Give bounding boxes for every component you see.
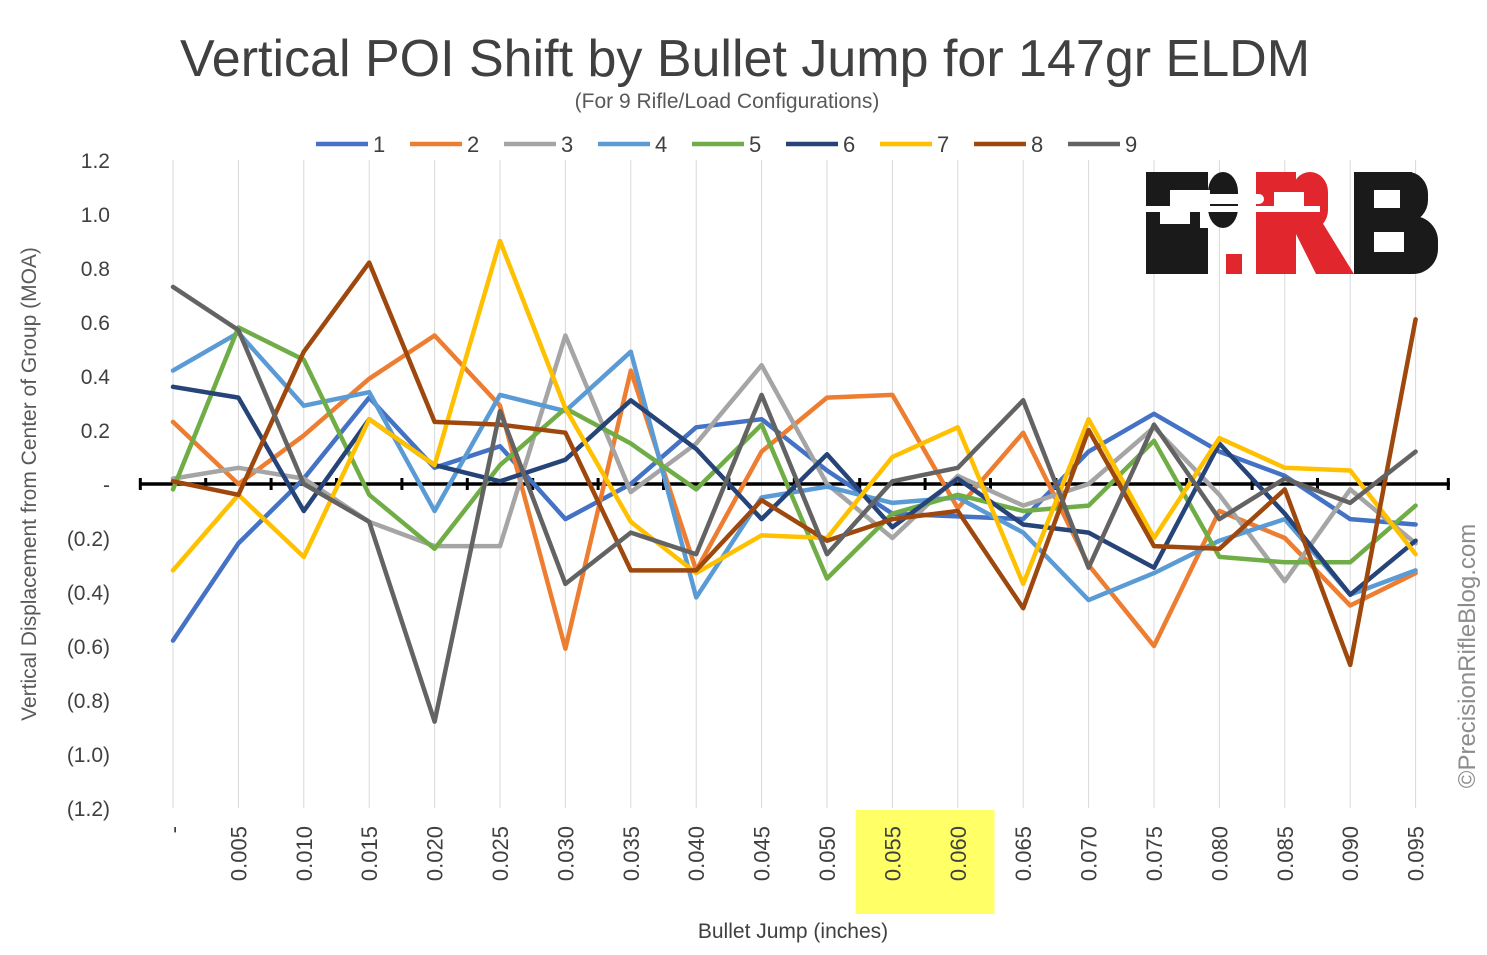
x-tick-label: 0.025 xyxy=(488,826,513,881)
legend-label-4: 4 xyxy=(655,132,667,157)
legend: 1 2 3 4 5 6 7 8 9 xyxy=(316,132,1137,157)
x-tick-label: 0.050 xyxy=(815,826,840,881)
chart-title: Vertical POI Shift by Bullet Jump for 14… xyxy=(180,30,1310,88)
x-axis-tick-labels: - 0.005 0.010 0.015 0.020 0.025 0.030 0.035 0.04… xyxy=(161,826,1429,881)
x-tick-label: - xyxy=(161,826,186,833)
y-tick-label: (1.0) xyxy=(67,744,110,767)
x-tick-label: 0.080 xyxy=(1207,826,1232,881)
y-tick-label: 1.0 xyxy=(81,204,110,227)
chart-subtitle: (For 9 Rifle/Load Configurations) xyxy=(575,90,880,113)
x-tick-label: 0.035 xyxy=(619,826,644,881)
x-tick-label: 0.040 xyxy=(684,826,709,881)
legend-label-2: 2 xyxy=(467,132,479,157)
x-tick-label: 0.020 xyxy=(423,826,448,881)
x-tick-label: 0.055 xyxy=(880,826,905,881)
x-tick-label: 0.005 xyxy=(226,826,251,881)
series-line-3 xyxy=(170,333,1418,584)
x-tick-label: 0.090 xyxy=(1338,826,1363,881)
legend-label-6: 6 xyxy=(843,132,855,157)
x-tick-label: 0.010 xyxy=(292,826,317,881)
y-tick-label: (0.4) xyxy=(67,582,110,605)
x-tick-label: 0.065 xyxy=(1011,826,1036,881)
x-tick-label: 0.015 xyxy=(357,826,382,881)
highlight-bands xyxy=(855,810,995,914)
y-tick-label: (0.8) xyxy=(67,690,110,713)
series-line-5 xyxy=(170,325,1418,581)
series-line-7 xyxy=(170,238,1418,587)
highlight-band xyxy=(855,810,995,914)
y-tick-label: 0.8 xyxy=(81,258,110,281)
y-axis-label: Vertical Displacement from Center of Gro… xyxy=(18,247,41,721)
series-line-9 xyxy=(170,284,1418,724)
legend-label-1: 1 xyxy=(373,132,385,157)
y-tick-label: 0.4 xyxy=(81,366,111,389)
y-tick-label: (1.2) xyxy=(67,798,110,821)
y-tick-label: - xyxy=(103,474,110,497)
prb-logo xyxy=(1140,172,1438,274)
legend-label-9: 9 xyxy=(1125,132,1137,157)
legend-label-7: 7 xyxy=(937,132,949,157)
x-tick-label: 0.030 xyxy=(553,826,578,881)
x-tick-label: 0.075 xyxy=(1142,826,1167,881)
y-tick-label: (0.6) xyxy=(67,636,110,659)
y-tick-label: 0.6 xyxy=(81,312,110,335)
x-tick-label: 0.085 xyxy=(1273,826,1298,881)
series-line-8 xyxy=(170,260,1418,668)
y-tick-label: 1.2 xyxy=(81,150,110,173)
x-tick-label: 0.045 xyxy=(750,826,775,881)
legend-label-8: 8 xyxy=(1031,132,1043,157)
y-tick-label: (0.2) xyxy=(67,528,110,551)
x-tick-label: 0.095 xyxy=(1404,826,1429,881)
y-tick-label: 0.2 xyxy=(81,420,110,443)
watermark: ©PrecisionRifleBlog.com xyxy=(1454,524,1481,788)
legend-label-3: 3 xyxy=(561,132,573,157)
legend-label-5: 5 xyxy=(749,132,761,157)
x-axis-label: Bullet Jump (inches) xyxy=(698,920,888,943)
x-tick-label: 0.070 xyxy=(1077,826,1102,881)
y-axis-tick-labels: 1.2 1.0 0.8 0.6 0.4 0.2 - (0.2) (0.4) (0.6) (0.8) (… xyxy=(67,150,110,821)
x-tick-label: 0.060 xyxy=(946,826,971,881)
series-line-4 xyxy=(170,330,1418,603)
series-lines xyxy=(170,238,1418,724)
rifle-icon xyxy=(1140,194,1320,228)
